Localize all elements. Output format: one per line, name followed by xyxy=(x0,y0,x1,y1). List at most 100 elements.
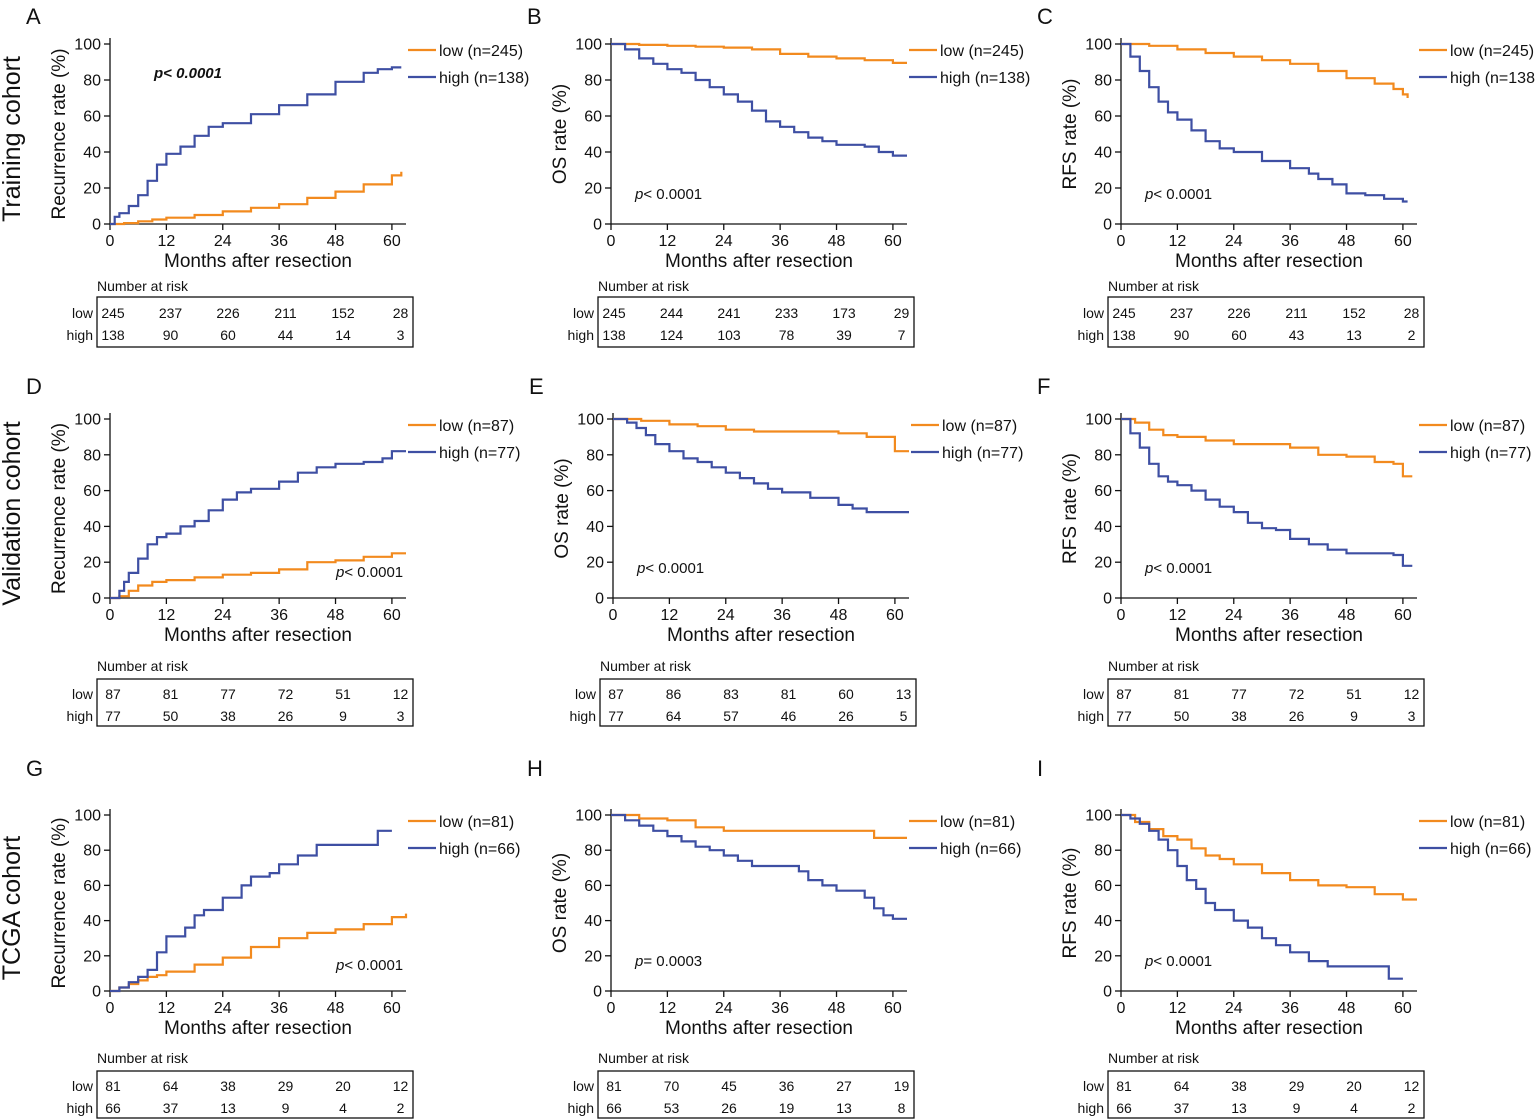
risk-value: 77 xyxy=(220,686,236,702)
p-value: p< 0.0001 xyxy=(636,560,704,577)
risk-value: 244 xyxy=(660,305,684,321)
axes: 0 20 40 60 80 100 0 12 24 36 48 60 xyxy=(74,37,406,250)
risk-value: 26 xyxy=(838,708,854,724)
risk-table-box xyxy=(599,678,917,727)
p-value-text: < 0.0001 xyxy=(344,564,403,581)
risk-value: 138 xyxy=(1112,327,1136,343)
y-tick-label: 40 xyxy=(1094,519,1112,536)
risk-value: 28 xyxy=(1404,305,1420,321)
risk-value: 87 xyxy=(1116,686,1132,702)
risk-value: 81 xyxy=(1174,686,1190,702)
x-axis-label: Months after resection xyxy=(164,251,352,272)
row-title: Training cohort xyxy=(0,56,26,222)
x-tick-label: 0 xyxy=(1117,233,1126,250)
risk-row-label: high xyxy=(1078,327,1104,343)
risk-value: 13 xyxy=(220,1100,236,1116)
y-tick-label: 60 xyxy=(83,109,101,126)
x-tick-label: 24 xyxy=(1225,607,1243,624)
x-tick-label: 60 xyxy=(1394,1000,1412,1017)
risk-table-box xyxy=(1107,678,1425,727)
y-tick-label: 0 xyxy=(593,984,602,1001)
x-tick-label: 48 xyxy=(830,607,848,624)
risk-value: 90 xyxy=(1174,327,1190,343)
y-tick-label: 100 xyxy=(74,412,101,429)
row-title: Validation cohort xyxy=(0,421,26,605)
risk-table-title: Number at risk xyxy=(97,1050,189,1066)
x-tick-label: 60 xyxy=(886,607,904,624)
risk-row-label: low xyxy=(573,305,595,321)
x-tick-label: 36 xyxy=(1281,233,1299,250)
risk-value: 86 xyxy=(666,686,682,702)
series-line-high xyxy=(611,42,907,157)
x-tick-label: 48 xyxy=(828,233,846,250)
risk-value: 39 xyxy=(836,327,852,343)
p-value: p< 0.0001 xyxy=(1144,560,1212,577)
legend-label-high: high (n=77) xyxy=(942,445,1023,462)
y-tick-label: 40 xyxy=(586,519,604,536)
x-tick-label: 60 xyxy=(383,233,401,250)
risk-value: 245 xyxy=(101,305,125,321)
y-tick-label: 0 xyxy=(92,217,101,234)
y-tick-label: 20 xyxy=(83,948,101,965)
p-value-symbol: p xyxy=(634,953,643,970)
risk-value: 226 xyxy=(216,305,240,321)
risk-value: 27 xyxy=(836,1078,852,1094)
risk-value: 237 xyxy=(1170,305,1194,321)
y-tick-label: 40 xyxy=(584,145,602,162)
x-tick-label: 12 xyxy=(157,1000,175,1017)
panel-letter: D xyxy=(26,374,42,399)
legend-label-low: low (n=81) xyxy=(1450,814,1525,831)
risk-value: 173 xyxy=(832,305,856,321)
risk-table-box xyxy=(597,1070,915,1119)
risk-value: 45 xyxy=(721,1078,737,1094)
x-tick-label: 12 xyxy=(1168,607,1186,624)
p-value-symbol: p xyxy=(636,560,645,577)
y-tick-label: 20 xyxy=(584,948,602,965)
y-axis-label: OS rate (%) xyxy=(550,853,571,953)
panel-letter: B xyxy=(527,4,542,29)
risk-value: 19 xyxy=(894,1078,910,1094)
risk-value: 13 xyxy=(836,1100,852,1116)
risk-value: 37 xyxy=(163,1100,179,1116)
risk-value: 70 xyxy=(664,1078,680,1094)
panel-letter: E xyxy=(529,374,544,399)
x-axis-label: Months after resection xyxy=(1175,1018,1363,1039)
risk-value: 29 xyxy=(894,305,910,321)
p-value: p< 0.0001 xyxy=(335,564,403,581)
axes: 0 20 40 60 80 100 0 12 24 36 48 60 xyxy=(1085,412,1417,624)
risk-row-label: low xyxy=(1083,686,1105,702)
risk-value: 28 xyxy=(393,305,409,321)
risk-table-title: Number at risk xyxy=(97,658,189,674)
risk-value: 3 xyxy=(397,327,405,343)
risk-value: 44 xyxy=(278,327,294,343)
axes: 0 20 40 60 80 100 0 12 24 36 48 60 xyxy=(575,37,907,250)
risk-table-title: Number at risk xyxy=(97,278,189,294)
risk-value: 3 xyxy=(1408,708,1416,724)
axes: 0 20 40 60 80 100 0 12 24 36 48 60 xyxy=(74,412,406,624)
risk-row-label: high xyxy=(67,327,93,343)
y-tick-label: 20 xyxy=(1094,948,1112,965)
risk-value: 13 xyxy=(896,686,912,702)
risk-value: 38 xyxy=(1231,708,1247,724)
p-value-text: < 0.0001 xyxy=(344,957,403,974)
risk-value: 81 xyxy=(781,686,797,702)
p-value-symbol: p xyxy=(1144,953,1153,970)
legend-label-low: low (n=87) xyxy=(1450,418,1525,435)
risk-value: 138 xyxy=(101,327,125,343)
risk-value: 66 xyxy=(105,1100,121,1116)
y-tick-label: 80 xyxy=(83,843,101,860)
risk-value: 83 xyxy=(723,686,739,702)
risk-table-title: Number at risk xyxy=(1108,658,1200,674)
risk-value: 152 xyxy=(1342,305,1366,321)
x-tick-label: 12 xyxy=(660,607,678,624)
y-tick-label: 40 xyxy=(83,519,101,536)
risk-value: 9 xyxy=(339,708,347,724)
series-line-low xyxy=(611,813,907,839)
risk-row-label: high xyxy=(570,708,596,724)
risk-table-box xyxy=(96,678,414,727)
panel-letter: G xyxy=(26,756,43,781)
risk-value: 7 xyxy=(898,327,906,343)
legend-label-low: low (n=81) xyxy=(439,814,514,831)
